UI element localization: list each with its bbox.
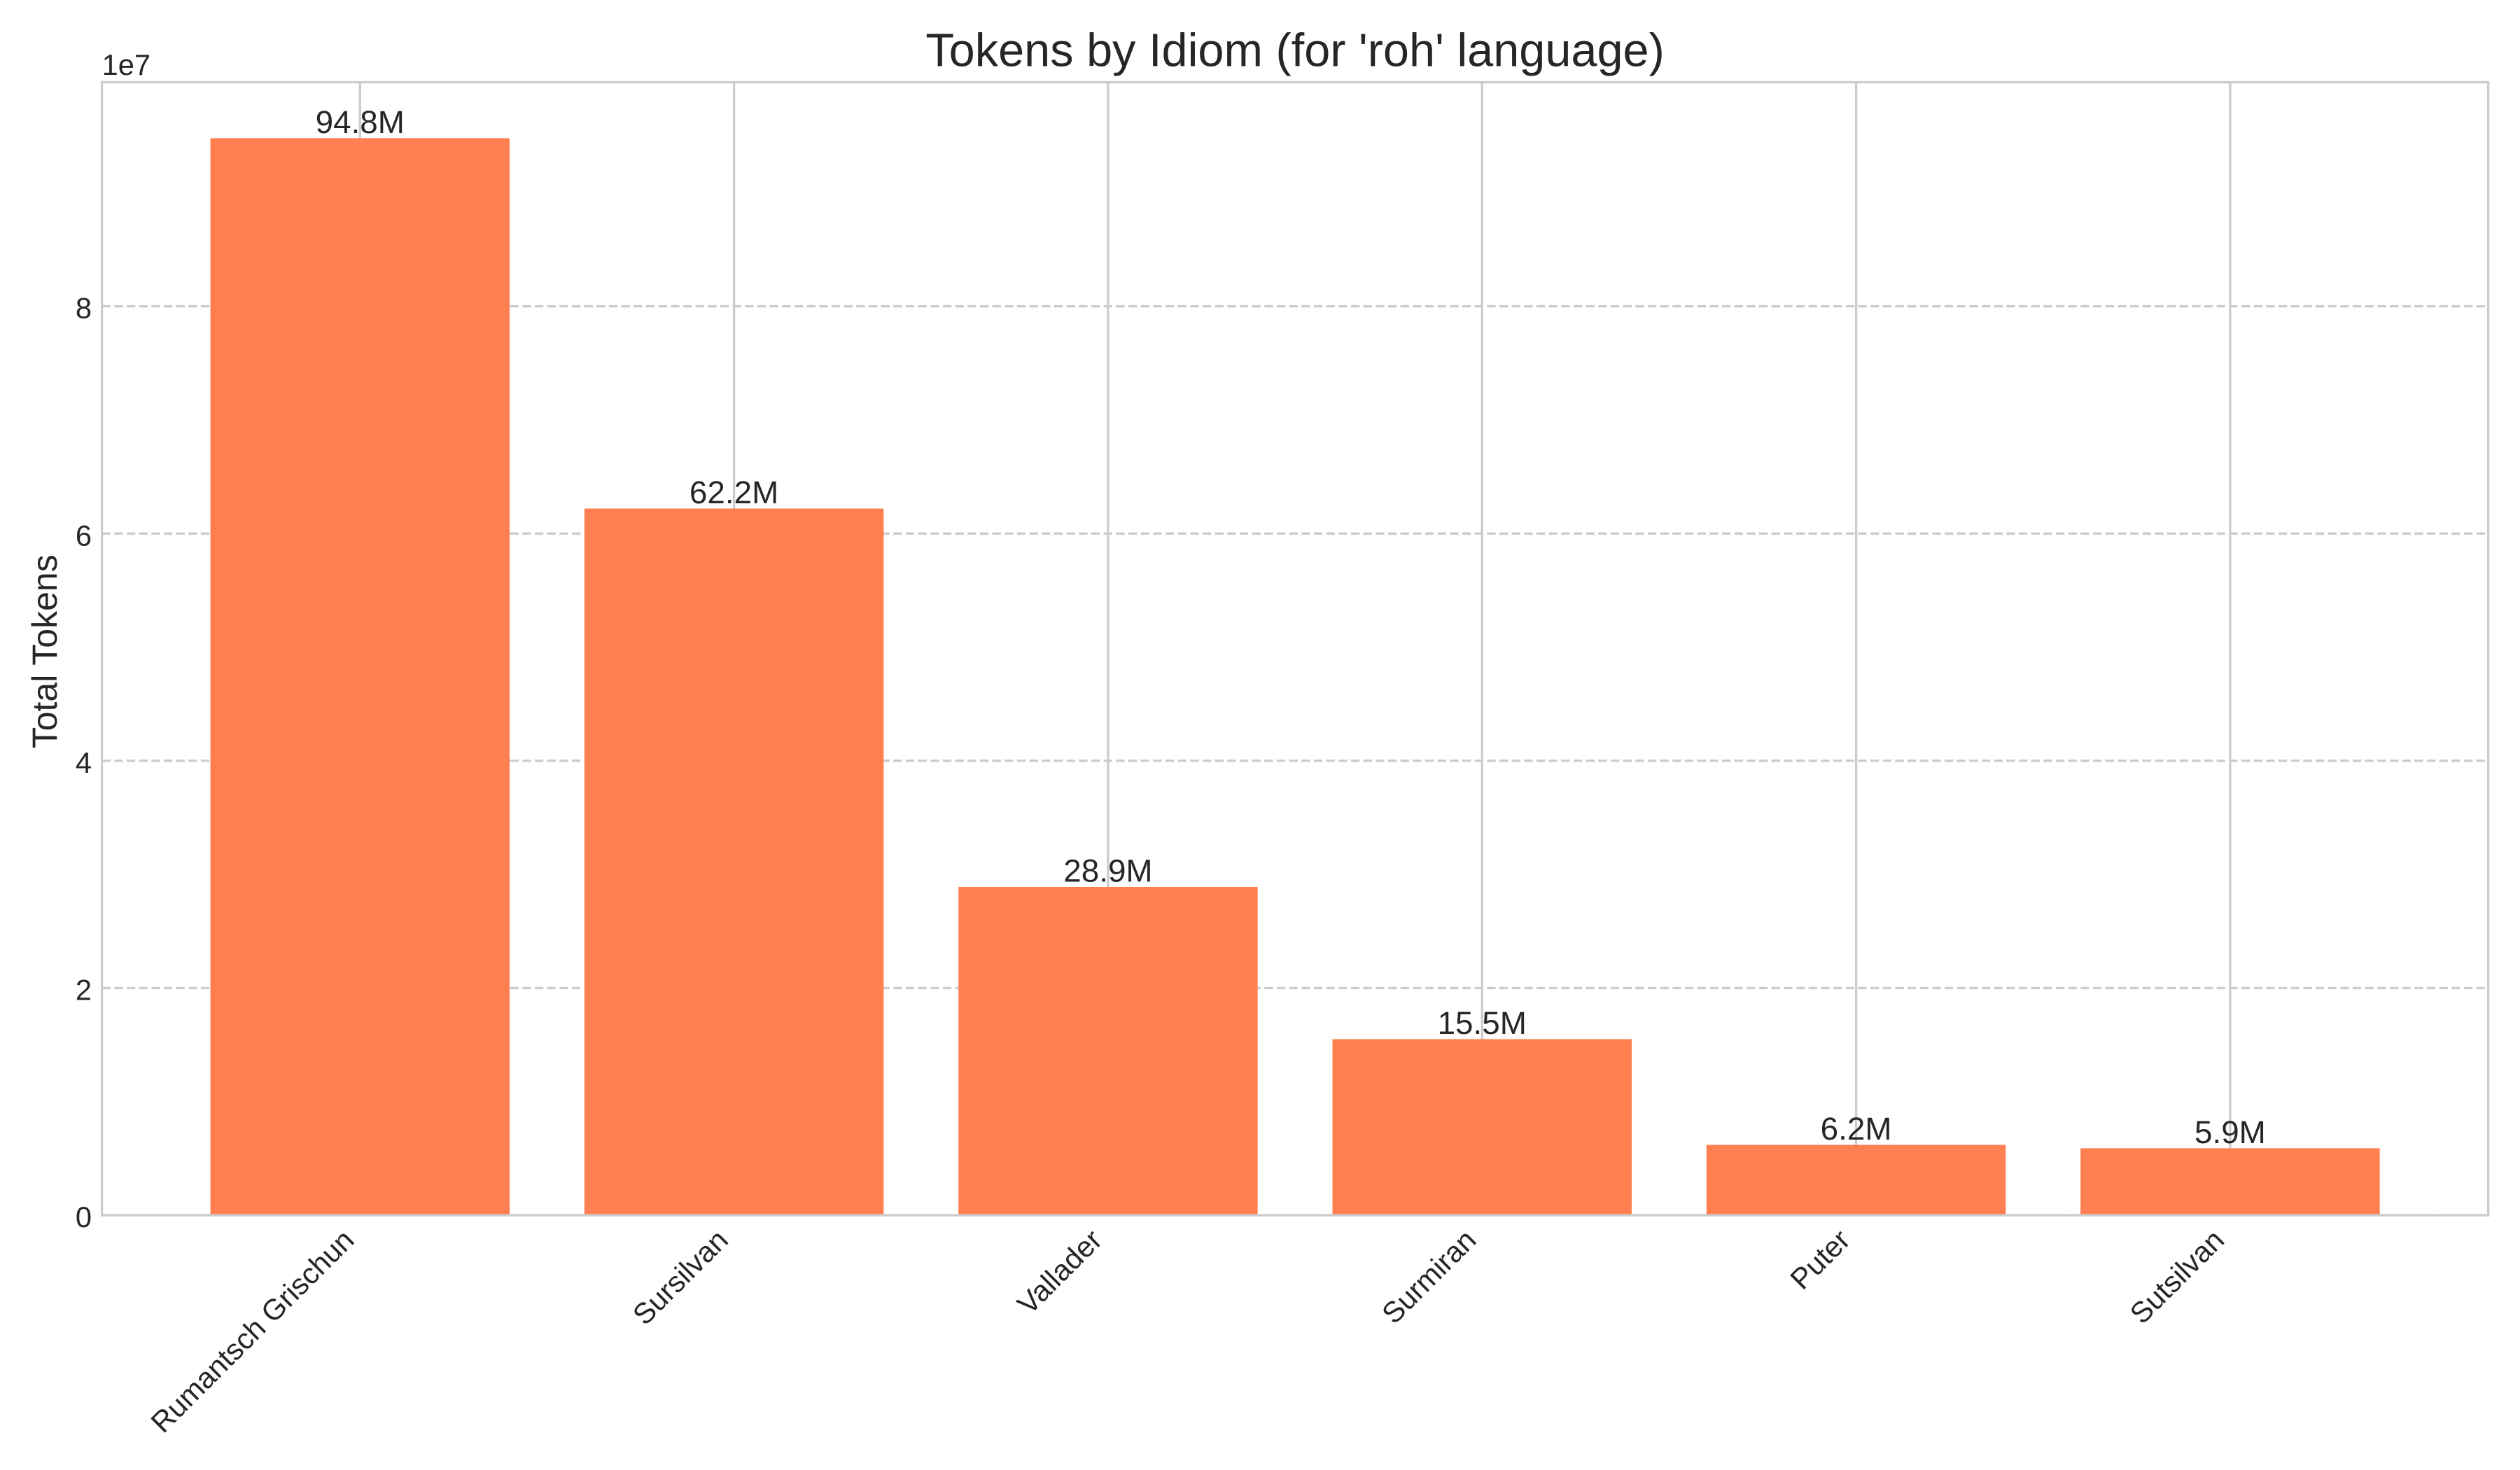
svg-text:15.5M: 15.5M xyxy=(1438,1005,1527,1041)
svg-text:1e7: 1e7 xyxy=(102,48,151,81)
svg-text:6.2M: 6.2M xyxy=(1821,1111,1892,1147)
svg-text:4: 4 xyxy=(76,746,92,779)
svg-text:6: 6 xyxy=(76,519,92,552)
svg-text:Total Tokens: Total Tokens xyxy=(25,554,64,748)
svg-text:2: 2 xyxy=(76,974,92,1007)
svg-text:94.8M: 94.8M xyxy=(316,104,405,140)
svg-text:8: 8 xyxy=(76,292,92,325)
svg-text:5.9M: 5.9M xyxy=(2194,1114,2266,1150)
svg-text:Tokens by Idiom (for 'roh' lan: Tokens by Idiom (for 'roh' language) xyxy=(925,25,1664,77)
svg-text:0: 0 xyxy=(76,1200,92,1233)
svg-text:28.9M: 28.9M xyxy=(1063,853,1152,889)
svg-text:62.2M: 62.2M xyxy=(690,475,778,510)
